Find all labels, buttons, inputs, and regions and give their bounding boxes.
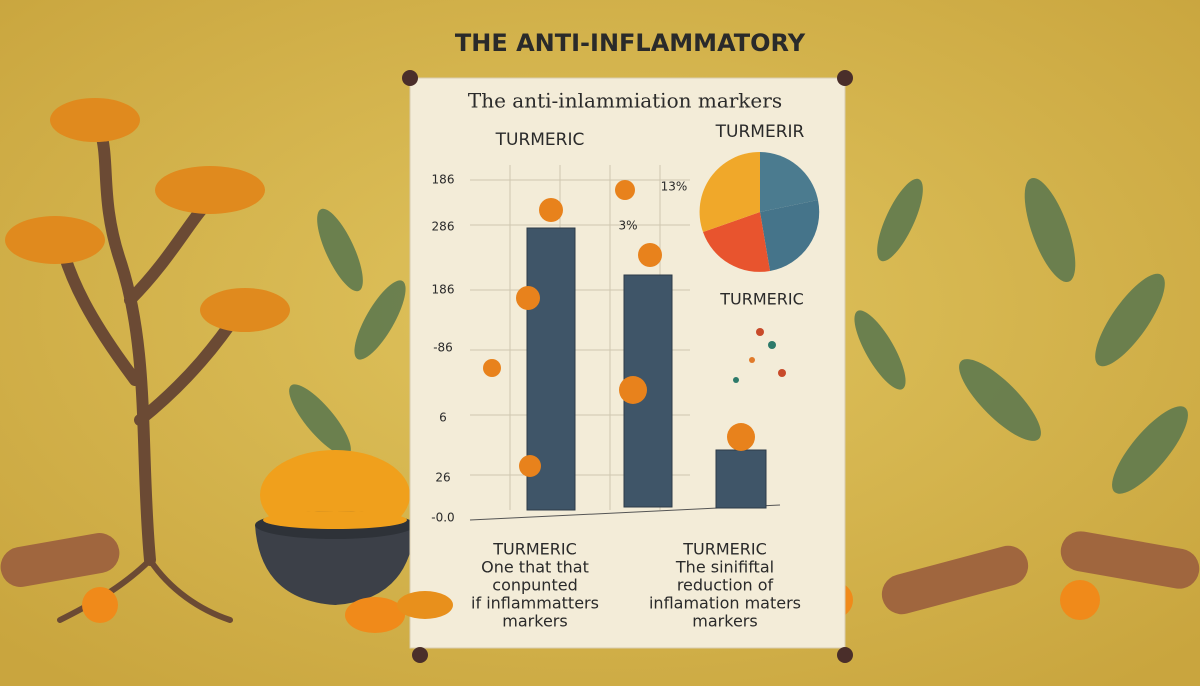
- axis-label: 186: [432, 283, 455, 297]
- caption-line: reduction of: [677, 576, 774, 595]
- caption-title: TURMERIC: [682, 540, 767, 559]
- page-title: THE ANTI-INFLAMMATORY: [455, 29, 806, 57]
- axis-label: 186: [432, 173, 455, 187]
- pie-chart: [699, 151, 820, 272]
- caption-line: markers: [692, 612, 757, 631]
- caption-line: inflamation maters: [649, 594, 801, 613]
- caption-line: if inflammatters: [471, 594, 599, 613]
- pin: [837, 70, 853, 86]
- poster-heading: The anti-inlammiation markers: [468, 89, 782, 113]
- caption-line: conpunted: [492, 576, 577, 595]
- axis-label: -0.0: [431, 511, 454, 525]
- bar-chart-label: TURMERIC: [495, 130, 585, 150]
- pin: [402, 70, 418, 86]
- caption-line: markers: [502, 612, 567, 631]
- leaves: [289, 177, 1188, 494]
- axis-label: 26: [435, 471, 450, 485]
- axis-label: -86: [433, 341, 453, 355]
- caption-title: TURMERIC: [492, 540, 577, 559]
- caption-right: TURMERIC The sinififtal reduction of inf…: [649, 540, 801, 631]
- pie-caption: TURMERIC: [719, 290, 804, 309]
- axis-label: 286: [432, 220, 455, 234]
- cut-turmeric: [345, 591, 453, 633]
- axis-labels: 186 286 186 -86 6 26 -0.0: [431, 173, 454, 525]
- axis-label: 6: [439, 411, 447, 425]
- caption-line: The sinififtal: [675, 558, 774, 577]
- dots: [733, 328, 786, 383]
- caption-line: One that that: [481, 558, 589, 577]
- pin: [412, 647, 428, 663]
- turmeric-balls: [483, 180, 755, 477]
- pie-annotation: 13%: [661, 180, 688, 194]
- caption-left: TURMERIC One that that conpunted if infl…: [471, 540, 599, 631]
- bar-annotation: 3%: [618, 219, 637, 233]
- turmeric-bowl: [255, 450, 415, 605]
- tree-blossoms: [5, 98, 290, 332]
- pin: [837, 647, 853, 663]
- pie-chart-label: TURMERIR: [715, 122, 805, 142]
